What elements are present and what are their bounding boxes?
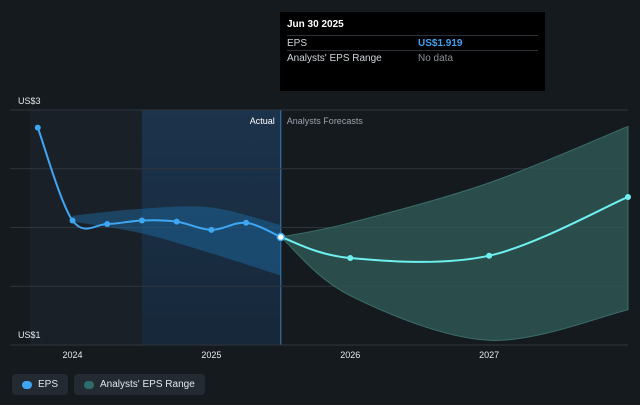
eps-data-point (208, 226, 215, 233)
tooltip-eps-value: US$1.919 (418, 38, 463, 49)
range-legend-dot-icon (84, 380, 95, 389)
forecast-data-point (625, 193, 631, 200)
forecast-range-band (279, 125, 629, 341)
tooltip-row-eps: EPS US$1.919 (287, 35, 538, 50)
eps-data-point (138, 217, 145, 224)
y-tick-label-top: US$3 (18, 96, 41, 106)
tooltip: Jun 30 2025 EPS US$1.919 Analysts' EPS R… (280, 12, 545, 91)
eps-chart: US$3 US$1 2024 2025 2026 2027 Actual Analysts F… (10, 96, 631, 360)
past-range-band (72, 206, 281, 276)
tooltip-row-range: Analysts' EPS Range No data (287, 50, 538, 65)
tooltip-eps-label: EPS (287, 38, 308, 49)
tooltip-range-label: Analysts' EPS Range (287, 53, 382, 64)
eps-legend-dot-icon (22, 380, 32, 389)
eps-data-point (173, 218, 180, 225)
legend-item-eps[interactable]: EPS (12, 374, 69, 395)
x-tick-label: 2025 (201, 350, 221, 360)
eps-data-point (69, 217, 76, 224)
legend-item-range[interactable]: Analysts' EPS Range (74, 374, 205, 395)
forecast-series-line (280, 196, 629, 263)
forecast-data-point (486, 252, 493, 259)
legend-label-eps: EPS (38, 379, 59, 390)
legend: EPS Analysts' EPS Range (12, 374, 205, 395)
tooltip-date: Jun 30 2025 (287, 19, 344, 30)
x-tick-label: 2026 (340, 350, 360, 360)
actual-section-label: Actual (250, 116, 275, 126)
x-tick-label: 2027 (479, 350, 499, 360)
eps-data-point (104, 220, 111, 227)
legend-label-range: Analysts' EPS Range (100, 379, 195, 390)
x-tick-label: 2024 (62, 350, 82, 360)
tooltip-range-value: No data (418, 53, 454, 64)
forecast-data-point (347, 255, 354, 262)
eps-data-point (243, 219, 250, 226)
eps-data-point (276, 232, 286, 242)
y-tick-label-bottom: US$1 (18, 330, 41, 340)
forecast-section-label: Analysts Forecasts (287, 116, 364, 126)
eps-data-point (34, 124, 41, 131)
